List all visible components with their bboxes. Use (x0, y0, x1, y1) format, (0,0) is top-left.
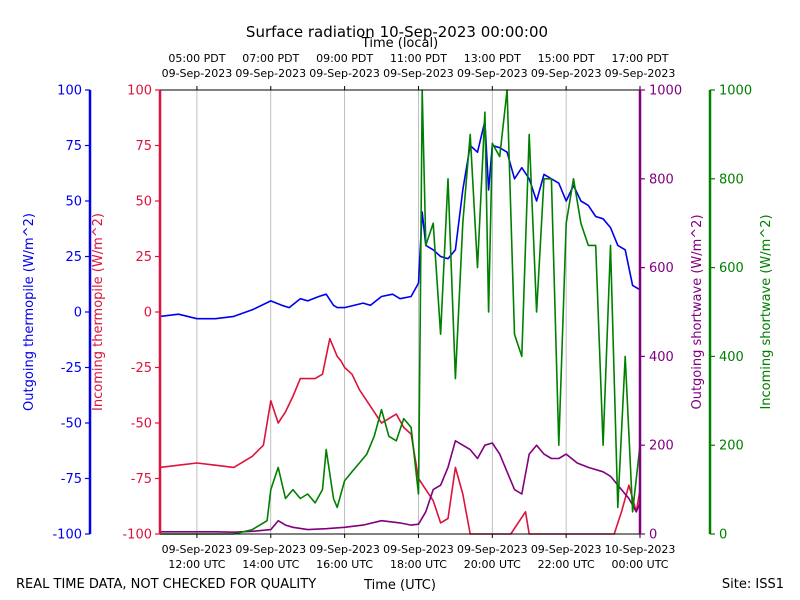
outgoing-thermopile-tick-label: 75 (65, 139, 82, 154)
x-tick-label-time: 12:00 UTC (168, 558, 225, 571)
incoming-thermopile-tick-label: 75 (135, 139, 152, 154)
x-tick-label-date: 09-Sep-2023 (162, 543, 233, 556)
outgoing-shortwave-tick-label: 800 (649, 172, 674, 187)
x-top-tick-label-date: 09-Sep-2023 (457, 67, 528, 80)
outgoing-shortwave-tick-label: 200 (649, 439, 674, 454)
x-tick-label-time: 22:00 UTC (538, 558, 595, 571)
bottom-axis-title: Time (UTC) (363, 578, 436, 593)
x-tick-label-date: 09-Sep-2023 (235, 543, 306, 556)
series-line-outgoing-thermopile (159, 120, 641, 320)
x-tick-label-time: 18:00 UTC (390, 558, 447, 571)
x-top-tick-label-date: 09-Sep-2023 (235, 67, 306, 80)
incoming-shortwave-tick-label: 800 (719, 172, 744, 187)
incoming-shortwave-tick-label: 0 (719, 528, 727, 543)
outgoing-thermopile-tick-label: 0 (74, 306, 82, 321)
incoming-shortwave-tick-label: 600 (719, 261, 744, 276)
outgoing-shortwave-tick-label: 600 (649, 261, 674, 276)
outgoing-thermopile-tick-label: -75 (61, 472, 82, 487)
outgoing-thermopile-tick-label: 100 (57, 84, 82, 99)
x-tick-label-date: 09-Sep-2023 (457, 543, 528, 556)
axes-layer: 09-Sep-2023 12:00 UTC 09-Sep-2023 14:00 UTC… (52, 52, 752, 571)
x-tick-label-time: 00:00 UTC (611, 558, 668, 571)
incoming-thermopile-tick-label: -75 (131, 472, 152, 487)
x-top-tick-label-time: 05:00 PDT (168, 52, 225, 65)
outgoing-thermopile-tick-label: -100 (52, 528, 82, 543)
incoming-thermopile-tick-label: 100 (127, 84, 152, 99)
x-top-tick-label-date: 09-Sep-2023 (309, 67, 380, 80)
x-top-tick-label-time: 13:00 PDT (464, 52, 521, 65)
quality-disclaimer: REAL TIME DATA, NOT CHECKED FOR QUALITY (16, 577, 316, 592)
x-tick-label-date: 09-Sep-2023 (531, 543, 602, 556)
incoming-thermopile-axis-label: Incoming thermopile (W/m^2) (91, 213, 106, 411)
x-top-tick-label-date: 09-Sep-2023 (383, 67, 454, 80)
outgoing-thermopile-tick-label: -50 (61, 417, 82, 432)
x-tick-label-time: 20:00 UTC (464, 558, 521, 571)
incoming-thermopile-tick-label: 0 (144, 306, 152, 321)
outgoing-thermopile-axis-label: Outgoing thermopile (W/m^2) (22, 213, 37, 411)
x-tick-label-date: 09-Sep-2023 (309, 543, 380, 556)
x-top-tick-label-date: 09-Sep-2023 (605, 67, 676, 80)
outgoing-thermopile-tick-label: 50 (65, 195, 82, 210)
incoming-shortwave-tick-label: 200 (719, 439, 744, 454)
x-top-tick-label-time: 17:00 PDT (611, 52, 668, 65)
x-top-tick-label-date: 09-Sep-2023 (531, 67, 602, 80)
x-tick-label-time: 14:00 UTC (242, 558, 299, 571)
site-label: Site: ISS1 (722, 577, 784, 592)
x-top-tick-label-time: 09:00 PDT (316, 52, 373, 65)
x-tick-label-date: 10-Sep-2023 (605, 543, 676, 556)
incoming-thermopile-tick-label: -50 (131, 417, 152, 432)
incoming-shortwave-tick-label: 1000 (719, 84, 752, 99)
incoming-thermopile-tick-label: -100 (122, 528, 152, 543)
top-axis-title: Time (local) (361, 36, 438, 51)
outgoing-thermopile-tick-label: 25 (65, 250, 82, 265)
incoming-shortwave-axis-label: Incoming shortwave (W/m^2) (759, 214, 774, 409)
incoming-thermopile-tick-label: 50 (135, 195, 152, 210)
outgoing-shortwave-tick-label: 1000 (649, 84, 682, 99)
x-top-tick-label-date: 09-Sep-2023 (162, 67, 233, 80)
outgoing-shortwave-tick-label: 400 (649, 350, 674, 365)
x-tick-label-date: 09-Sep-2023 (383, 543, 454, 556)
x-tick-label-time: 16:00 UTC (316, 558, 373, 571)
outgoing-shortwave-axis-label: Outgoing shortwave (W/m^2) (690, 214, 705, 409)
x-top-tick-label-time: 07:00 PDT (242, 52, 299, 65)
incoming-shortwave-tick-label: 400 (719, 350, 744, 365)
outgoing-thermopile-tick-label: -25 (61, 361, 82, 376)
incoming-thermopile-tick-label: 25 (135, 250, 152, 265)
series-line-outgoing-shortwave (160, 439, 641, 534)
series-line-incoming-shortwave (160, 89, 641, 535)
outgoing-shortwave-tick-label: 0 (649, 528, 657, 543)
chart-title: Surface radiation 10-Sep-2023 00:00:00 (246, 23, 548, 41)
x-top-tick-label-time: 15:00 PDT (538, 52, 595, 65)
incoming-thermopile-tick-label: -25 (131, 361, 152, 376)
x-top-tick-label-time: 11:00 PDT (390, 52, 447, 65)
